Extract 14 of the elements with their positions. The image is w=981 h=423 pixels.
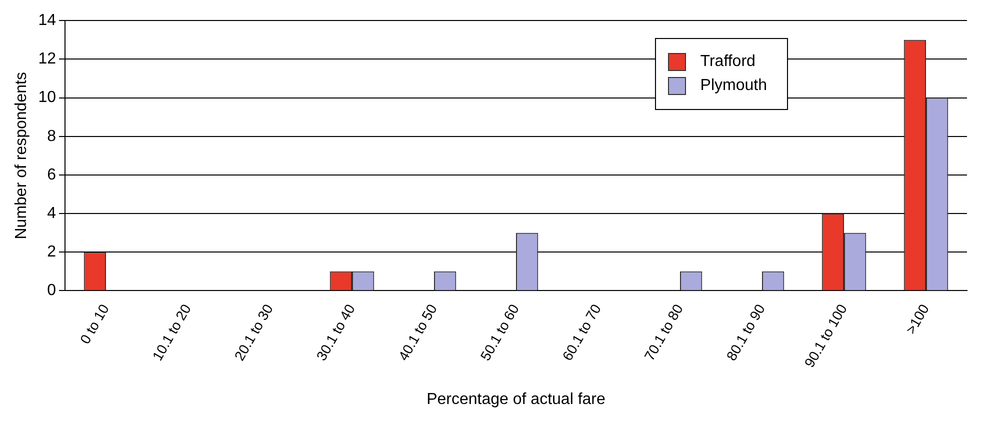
legend-label: Trafford [700, 53, 756, 71]
y-tick-label: 8 [47, 128, 56, 145]
y-tick-label: 10 [38, 89, 56, 106]
x-axis-title: Percentage of actual fare [426, 390, 606, 408]
x-tick-label: 0 to 10 [76, 301, 112, 346]
y-axis-title: Number of respondents [13, 72, 30, 240]
y-tick-label: 14 [38, 12, 56, 30]
y-tick-label: 2 [47, 244, 56, 261]
y-tick-label: 6 [47, 166, 56, 184]
legend-label: Plymouth [700, 77, 767, 95]
y-tick-label: 12 [38, 50, 56, 68]
y-tick-label: 0 [47, 282, 56, 300]
y-tick-label: 4 [47, 204, 56, 222]
x-tick-label: 70.1 to 80 [640, 301, 686, 364]
